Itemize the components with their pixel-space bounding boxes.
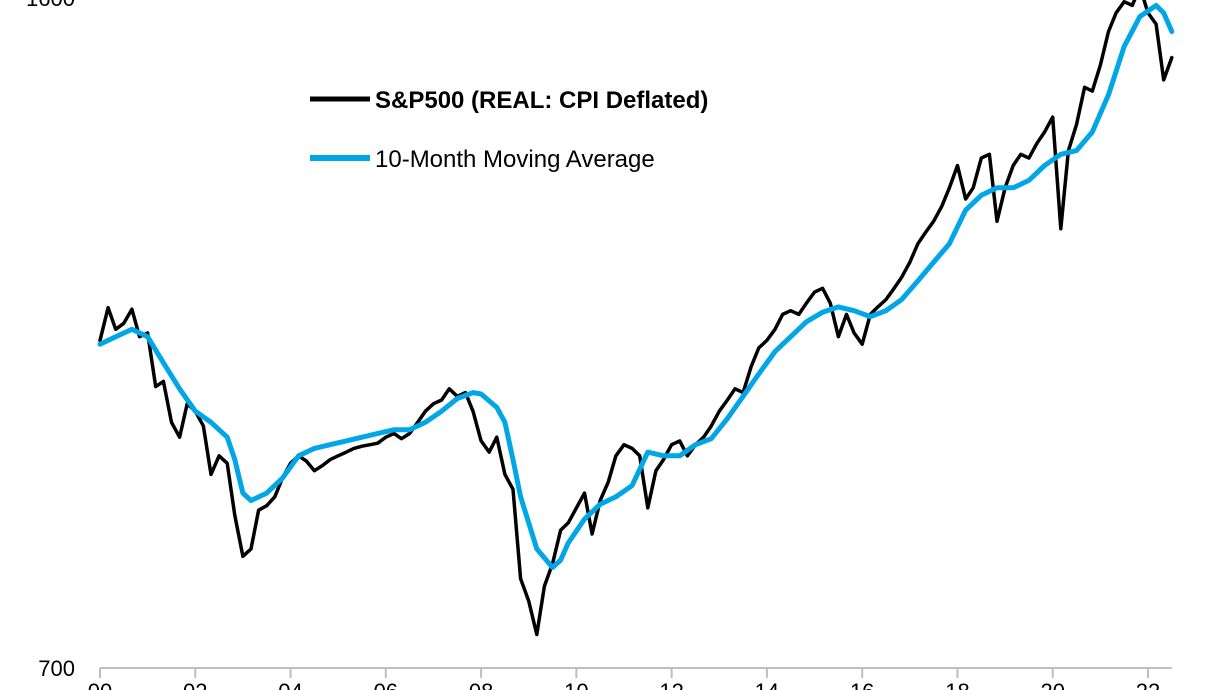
x-tick-label-12: 12 xyxy=(659,679,683,690)
x-tick-label-18: 18 xyxy=(945,679,969,690)
legend: S&P500 (REAL: CPI Deflated) 10-Month Mov… xyxy=(310,87,708,173)
x-ticks xyxy=(99,668,1149,678)
x-tick-label-10: 10 xyxy=(564,679,588,690)
series-lines xyxy=(97,0,1175,637)
y-tick-label-700: 700 xyxy=(38,656,75,681)
x-tick-label-20: 20 xyxy=(1040,679,1064,690)
y-tick-labels: 1600 700 xyxy=(26,0,75,681)
x-tick-label-06: 06 xyxy=(374,679,398,690)
y-tick-label-1600: 1600 xyxy=(26,0,75,11)
x-tick-label-02: 02 xyxy=(183,679,207,690)
moving-average-line xyxy=(97,2,1175,570)
x-tick-label-08: 08 xyxy=(469,679,493,690)
legend-label-sp500: S&P500 (REAL: CPI Deflated) xyxy=(375,87,708,114)
legend-item-moving-average: 10-Month Moving Average xyxy=(310,146,655,173)
legend-label-moving-average: 10-Month Moving Average xyxy=(375,146,655,173)
x-tick-label-16: 16 xyxy=(850,679,874,690)
x-tick-label-04: 04 xyxy=(278,679,302,690)
x-tick-label-00: 00 xyxy=(88,679,112,690)
x-tick-label-14: 14 xyxy=(755,679,779,690)
x-tick-label-22: 22 xyxy=(1136,679,1160,690)
legend-item-sp500: S&P500 (REAL: CPI Deflated) xyxy=(310,87,708,114)
x-tick-labels: 00 02 04 06 08 10 12 14 16 18 20 22 xyxy=(88,679,1160,690)
